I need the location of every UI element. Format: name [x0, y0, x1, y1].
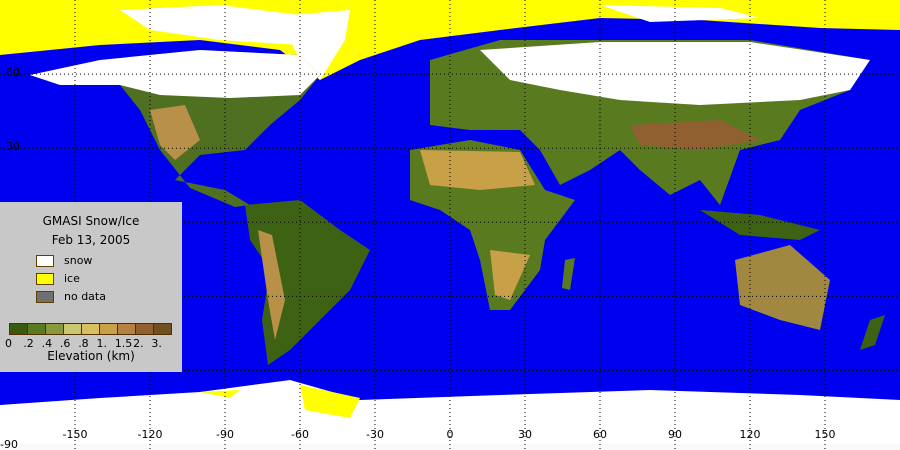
lon-label: -60	[291, 428, 309, 441]
no-data-swatch	[36, 291, 54, 303]
lon-label: 120	[739, 428, 761, 441]
rocky-mountains	[150, 105, 200, 160]
colorbar-segment	[118, 324, 136, 334]
australia	[735, 245, 830, 330]
colorbar-segment	[154, 324, 171, 334]
colorbar-tick: 3.	[151, 337, 162, 350]
lon-label: -90	[216, 428, 234, 441]
elevation-colorbar	[9, 323, 172, 335]
new-zealand	[860, 315, 885, 350]
legend: GMASI Snow/Ice Feb 13, 2005 snow ice no …	[0, 202, 182, 372]
colorbar-segment	[136, 324, 154, 334]
colorbar-segment	[46, 324, 64, 334]
lon-label: 90	[668, 428, 682, 441]
antarctic-ice	[200, 385, 360, 418]
north-america-snow	[30, 50, 320, 98]
colorbar-tick: .4	[41, 337, 53, 350]
lon-label: -150	[62, 428, 88, 441]
colorbar-segment	[64, 324, 82, 334]
lat-label-30: 30	[6, 140, 20, 153]
lat-label-60: 60	[6, 66, 20, 79]
colorbar-segment	[100, 324, 118, 334]
colorbar-tick: .6	[59, 337, 71, 350]
ice-swatch	[36, 273, 54, 285]
colorbar-tick: .2	[23, 337, 34, 350]
snow-swatch	[36, 255, 54, 267]
legend-item-ice: ice	[36, 272, 80, 286]
legend-item-no-data: no data	[36, 290, 106, 304]
colorbar-tick: 1.	[96, 337, 108, 350]
andes	[258, 230, 285, 340]
eurasia-snow	[480, 42, 870, 105]
lat-label-minus90: -90	[0, 438, 18, 450]
lon-label: 30	[518, 428, 532, 441]
colorbar-label: Elevation (km)	[47, 349, 135, 363]
sahara	[420, 150, 535, 300]
colorbar-tick: 0	[5, 337, 12, 350]
colorbar-segment	[28, 324, 46, 334]
colorbar-segment	[10, 324, 28, 334]
legend-item-snow: snow	[36, 254, 92, 268]
tibet	[630, 120, 760, 150]
lon-label: 0	[446, 428, 454, 441]
colorbar-segment	[82, 324, 100, 334]
legend-date: Feb 13, 2005	[51, 233, 131, 247]
lon-label: 150	[814, 428, 836, 441]
lon-label: 60	[593, 428, 607, 441]
greenland	[290, 10, 350, 75]
colorbar-tick: .8	[78, 337, 89, 350]
colorbar-tick: 1.5	[114, 337, 133, 350]
lon-label: -30	[366, 428, 384, 441]
lon-label: -120	[137, 428, 163, 441]
colorbar-tick: 2.	[133, 337, 144, 350]
arctic-snow	[120, 5, 760, 80]
legend-title: GMASI Snow/Ice	[42, 214, 140, 228]
indonesia	[700, 210, 820, 240]
